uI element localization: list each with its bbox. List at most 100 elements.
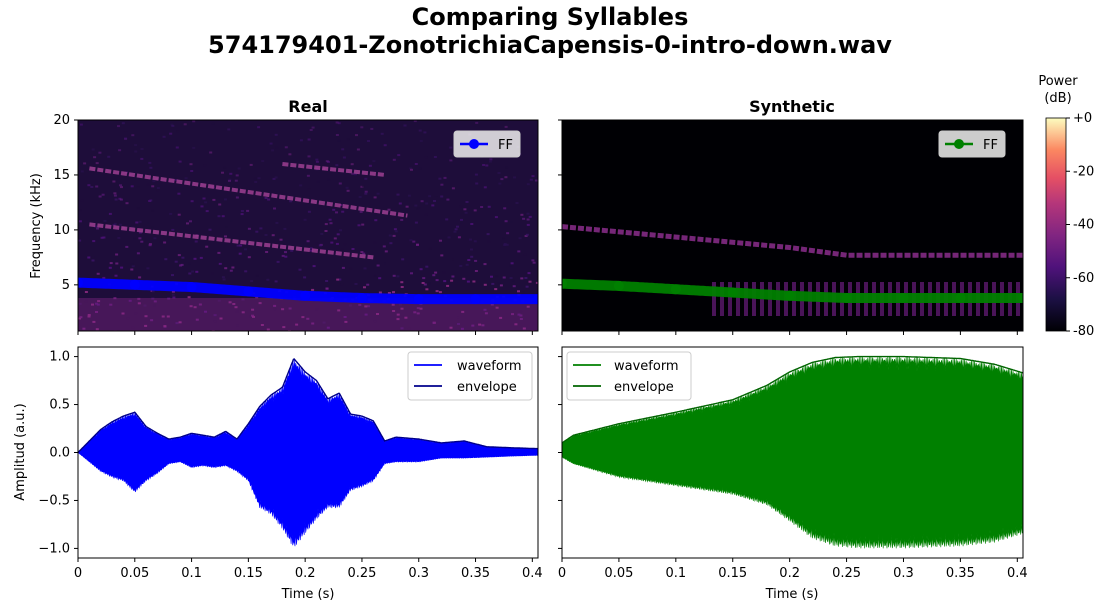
spectrogram-noise-cell [191, 270, 195, 273]
spectrogram-noise-cell [434, 271, 438, 274]
spectrogram-noise-cell [87, 184, 91, 187]
spectrogram-noise-cell [163, 325, 167, 328]
xlabel-time-real: Time (s) [281, 587, 335, 600]
spectrogram-noise-cell [418, 129, 422, 132]
spectrogram-noise-cell [389, 242, 393, 245]
spectrogram-noise-cell [284, 255, 288, 258]
spectrogram-synthetic: FF [558, 119, 1024, 335]
spectrogram-noise-cell [517, 290, 520, 293]
spectrogram-noise-cell [78, 302, 82, 305]
spectrogram-noise-cell [397, 154, 401, 157]
spectrogram-noise-cell [167, 297, 171, 300]
spectrogram-noise-cell [255, 296, 259, 299]
spectrogram-noise-cell [87, 224, 91, 227]
spectrogram-noise-cell [138, 237, 142, 240]
ff-point [357, 293, 367, 303]
spectrogram-noise-cell [186, 222, 189, 225]
spectrogram-noise-cell [425, 265, 429, 268]
envelope-line [78, 358, 538, 453]
spectrogram-noise-cell [520, 213, 524, 216]
spectrogram-noise-cell [172, 296, 176, 299]
spectrogram-noise-cell [148, 161, 152, 164]
spectrogram-noise-cell [96, 303, 100, 306]
spectrogram-noise-cell [143, 304, 147, 307]
spectrogram-noise-cell [338, 182, 342, 185]
spectrogram-noise-cell [373, 241, 377, 244]
spectrogram-noise-cell [401, 258, 405, 261]
spectrogram-noise-cell [188, 262, 191, 265]
xtick-label: 0.4 [1007, 566, 1028, 581]
spectrogram-noise-cell [260, 324, 264, 326]
spectrogram-noise-cell [234, 179, 238, 182]
spectrogram-noise-cell [474, 270, 478, 272]
ff-point [1018, 293, 1023, 303]
spectrogram-noise-cell [509, 264, 513, 267]
colorbar-ticks: +0 -20 -40 -60 -80 [1066, 111, 1094, 339]
spectrogram-noise-cell [239, 244, 243, 247]
spectrogram-noise-cell [95, 328, 99, 331]
spectrogram-noise-cell [136, 317, 140, 319]
spectrogram-noise-cell [392, 234, 396, 237]
spectrogram-noise-cell [224, 225, 228, 228]
spectrogram-noise-cell [311, 322, 315, 325]
spectrogram-noise-cell [364, 192, 368, 195]
spectrogram-noise-cell [453, 230, 457, 233]
spectrogram-noise-cell [435, 290, 439, 293]
synthetic-band-stripe [712, 282, 716, 316]
spectrogram-noise-cell [459, 264, 463, 267]
spectrogram-noise-cell [460, 327, 464, 330]
spectrogram-noise-cell [520, 277, 524, 280]
spectrogram-noise-cell [140, 148, 144, 150]
spectrogram-noise-cell [504, 176, 508, 179]
colorbar-tick-label: -60 [1073, 271, 1094, 286]
spectrogram-noise-cell [329, 222, 333, 225]
spectrogram-noise-cell [474, 259, 478, 262]
spectrogram-noise-cell [431, 204, 435, 207]
ff-point [784, 290, 795, 301]
spectrogram-noise-cell [410, 168, 413, 171]
colorbar-label-line2: (dB) [1044, 91, 1071, 106]
spectrogram-noise-cell [107, 219, 110, 222]
spectrogram-noise-cell [443, 176, 447, 179]
spectrogram-noise-cell [392, 158, 396, 161]
spectrogram-noise-cell [238, 252, 242, 255]
legend-envelope-label-real: envelope [457, 380, 517, 395]
spectrogram-noise-cell [484, 312, 488, 315]
legend-envelope-label-synthetic: envelope [614, 380, 674, 395]
spectrogram-noise-cell [224, 267, 228, 270]
spectrogram-noise-cell [367, 140, 370, 142]
spectrogram-noise-cell [148, 244, 152, 247]
colorbar-tick-label: -80 [1073, 324, 1094, 339]
ff-point [186, 282, 197, 292]
spectrogram-noise-cell [137, 297, 141, 300]
spectrogram-noise-cell [505, 166, 509, 169]
waveform-real-panel: −1.0 −0.5 0.0 0.5 1.0 0 0.05 0.1 0.15 0.2 0.25 0.3… [13, 346, 543, 600]
spectrogram-noise-cell [144, 324, 148, 327]
spectrogram-noise-cell [227, 128, 231, 131]
spectrogram-noise-cell [522, 327, 526, 330]
spectrogram-noise-cell [131, 265, 135, 268]
spectrogram-noise-cell [522, 217, 526, 220]
spectrogram-noise-cell [442, 271, 446, 274]
spectrogram-noise-cell [440, 195, 444, 198]
spectrogram-noise-cell [246, 209, 250, 212]
spectrogram-noise-cell [103, 219, 107, 222]
spectrogram-noise-cell [231, 266, 235, 269]
spectrogram-noise-cell [211, 272, 214, 275]
spectrogram-noise-cell [523, 253, 527, 256]
xtick-label: 0.05 [604, 566, 633, 581]
spectrogram-noise-cell [335, 242, 339, 245]
spectrogram-noise-cell [205, 210, 209, 213]
legend-real-waveform: waveform envelope [407, 351, 533, 401]
spectrogram-noise-cell [445, 218, 449, 221]
spectrogram-noise-cell [124, 130, 128, 133]
spectrogram-noise-cell [87, 315, 91, 318]
spectrogram-noise-cell [150, 319, 154, 322]
spectrogram-noise-cell [228, 178, 232, 181]
ff-point [413, 294, 424, 305]
spectrogram-noise-cell [332, 208, 336, 211]
ytick-label: −0.5 [38, 493, 70, 508]
xtick-label: 0.3 [408, 566, 429, 581]
spectrogram-noise-cell [166, 315, 170, 318]
spectrogram-noise-cell [382, 245, 386, 248]
